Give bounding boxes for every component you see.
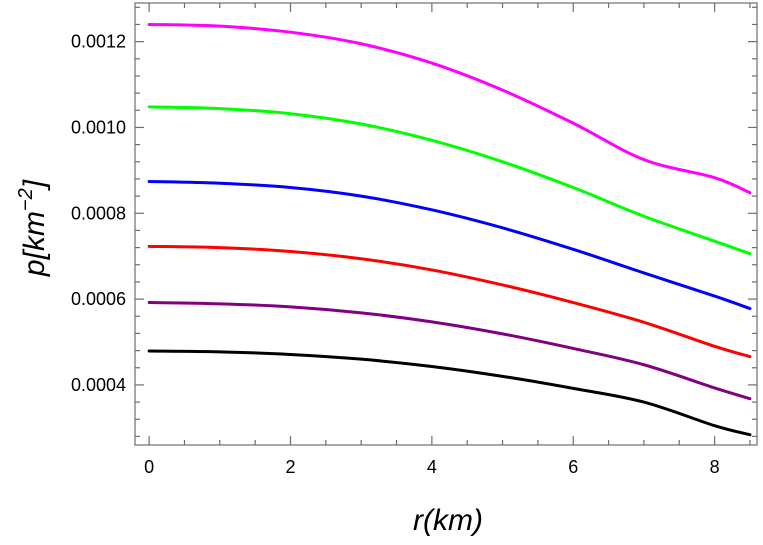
series-line: [147, 180, 752, 311]
x-tick-label: 0: [144, 457, 154, 477]
series-line: [147, 244, 752, 359]
x-tick-label: 8: [710, 457, 720, 477]
y-axis-ticks: 0.0004 0.0006 0.0008 0.0010 0.0012: [71, 6, 757, 438]
y-tick-label: 0.0008: [71, 203, 126, 223]
series-line: [147, 22, 752, 195]
y-axis-label: p[km−2]: [15, 179, 51, 277]
y-tick-label: 0.0004: [71, 375, 126, 395]
x-axis-label: r(km): [413, 504, 483, 537]
x-axis-ticks: 0 2 4 6 8: [144, 3, 751, 477]
y-tick-label: 0.0010: [71, 117, 126, 137]
x-tick-label: 4: [427, 457, 437, 477]
y-tick-label: 0.0012: [71, 32, 126, 52]
series-line: [147, 349, 752, 437]
x-tick-label: 6: [568, 457, 578, 477]
series-line: [147, 105, 752, 256]
plot-frame: [134, 2, 758, 446]
x-tick-label: 2: [285, 457, 295, 477]
series-layer: [147, 22, 752, 437]
series-line: [147, 301, 752, 401]
y-tick-label: 0.0006: [71, 289, 126, 309]
